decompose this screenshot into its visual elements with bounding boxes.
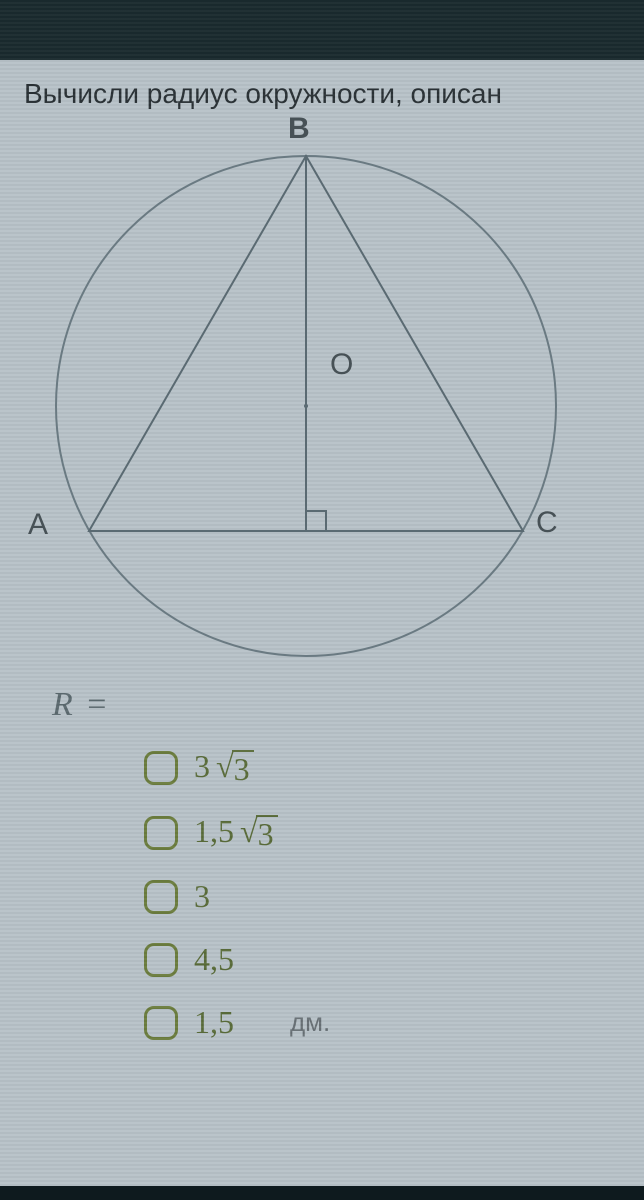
option-4-text: 4,5 <box>194 941 234 978</box>
window-bottom-bar <box>0 1186 644 1200</box>
option-3-text: 3 <box>194 878 210 915</box>
option-3[interactable]: 3 <box>144 878 644 915</box>
answer-row: R = <box>52 686 644 724</box>
option-5-pre: 1,5 <box>194 1004 234 1041</box>
option-1[interactable]: 3 √3 <box>144 748 644 787</box>
sqrt-icon: √3 <box>240 815 278 852</box>
answer-variable: R <box>52 686 73 723</box>
option-2-text: 1,5 √3 <box>194 813 278 852</box>
option-5-text: 1,5 <box>194 1004 234 1041</box>
sqrt-icon: √3 <box>216 750 254 787</box>
equals-sign: = <box>87 686 106 723</box>
label-o: O <box>330 348 353 382</box>
geometry-figure: B O A C <box>16 116 576 676</box>
window-top-bar <box>0 0 644 60</box>
option-2[interactable]: 1,5 √3 <box>144 813 644 852</box>
label-b: B <box>288 112 310 146</box>
option-4-pre: 4,5 <box>194 941 234 978</box>
checkbox-icon[interactable] <box>144 1006 178 1040</box>
right-angle-marker <box>306 511 326 531</box>
options-list: 3 √3 1,5 √3 3 4,5 <box>144 748 644 1041</box>
option-4[interactable]: 4,5 <box>144 941 644 978</box>
content-area: Вычисли радиус окружности, описан B O A … <box>0 60 644 1041</box>
center-o-dot <box>304 404 308 408</box>
checkbox-icon[interactable] <box>144 751 178 785</box>
label-c: C <box>536 506 558 540</box>
label-a: A <box>28 508 48 542</box>
checkbox-icon[interactable] <box>144 880 178 914</box>
figure-svg <box>16 116 576 676</box>
checkbox-icon[interactable] <box>144 816 178 850</box>
option-2-pre: 1,5 <box>194 813 234 850</box>
question-text: Вычисли радиус окружности, описан <box>24 78 644 110</box>
unit-label: дм. <box>290 1007 330 1038</box>
option-1-text: 3 √3 <box>194 748 254 787</box>
option-5[interactable]: 1,5 дм. <box>144 1004 644 1041</box>
checkbox-icon[interactable] <box>144 943 178 977</box>
option-1-pre: 3 <box>194 748 210 785</box>
option-3-pre: 3 <box>194 878 210 915</box>
